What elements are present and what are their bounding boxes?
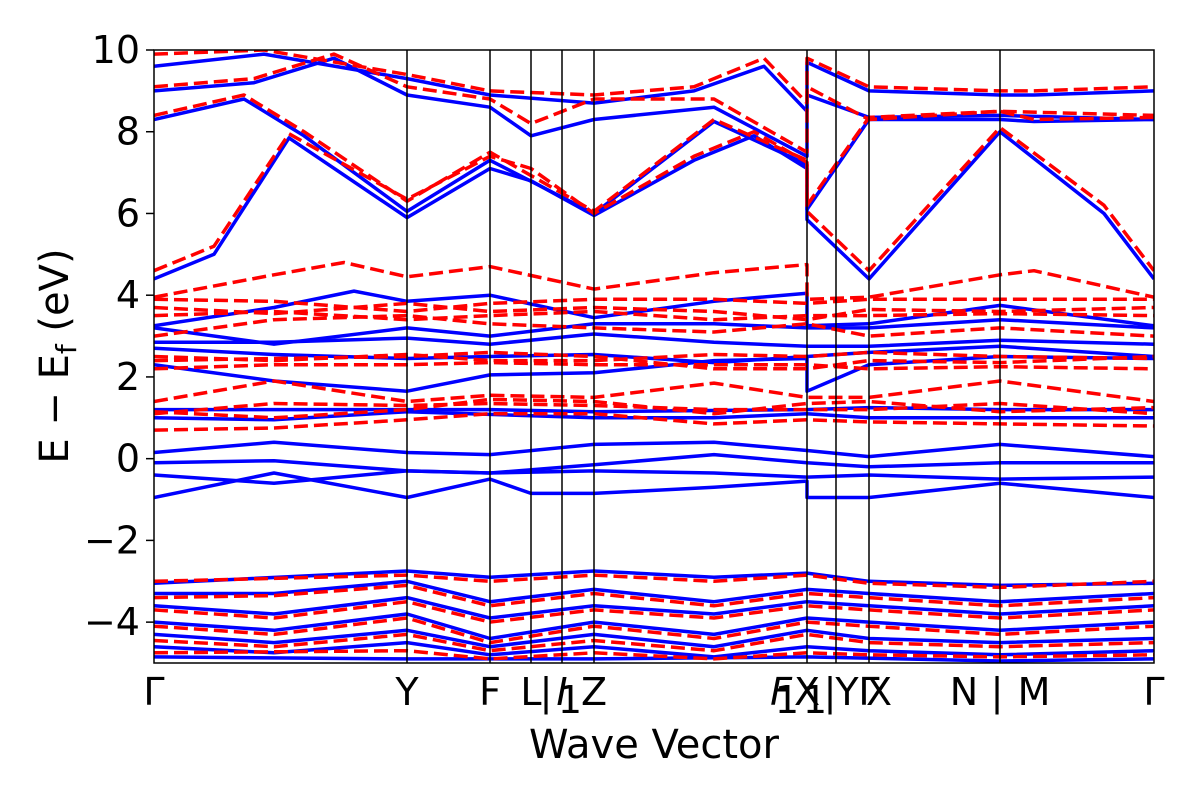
solid-band-18 — [154, 612, 1154, 641]
y-axis-ticks: −4 −2 0 2 4 6 8 10 — [84, 28, 154, 644]
solid-band-19 — [154, 628, 1154, 649]
solid-band-9 — [154, 317, 1154, 346]
x-tick-label: F — [479, 670, 501, 714]
x-tick-label: Γ — [143, 670, 164, 714]
y-tick-label: 4 — [116, 273, 140, 317]
dashed-band-18 — [154, 599, 1154, 624]
dashed-band-11 — [154, 260, 1154, 302]
solid-band-8 — [154, 332, 1154, 349]
x-tick-label: 1 — [803, 678, 827, 722]
dashed-band-10 — [154, 297, 1154, 314]
dashed-band-13 — [154, 93, 1154, 214]
x-axis-label: Wave Vector — [529, 722, 780, 768]
dashed-band-0 — [154, 411, 1154, 432]
dashed-band-21 — [154, 648, 1154, 661]
x-tick-label: | — [540, 670, 553, 715]
x-tick-label: Γ — [1143, 670, 1164, 714]
y-tick-label: 6 — [116, 191, 140, 235]
dashed-band-7 — [154, 313, 1154, 338]
dashed-band-16 — [154, 573, 1154, 590]
x-tick-label: 1 — [775, 678, 799, 722]
y-tick-label: 8 — [116, 110, 140, 154]
x-tick-label: | — [991, 670, 1004, 715]
dashed-band-8 — [154, 309, 1154, 322]
solid-band-2 — [154, 452, 1154, 475]
y-tick-label: 2 — [116, 355, 140, 399]
dashed-band-12 — [154, 125, 1154, 273]
solid-band-15 — [154, 569, 1154, 588]
dashed-band-4 — [154, 360, 1154, 371]
solid-band-3 — [154, 440, 1154, 459]
solid-band-1 — [154, 469, 1154, 485]
y-tick-label: −4 — [84, 600, 140, 644]
x-tick-label: N — [950, 670, 978, 714]
solid-band-20 — [154, 640, 1154, 659]
x-tick-label: Y — [834, 670, 859, 714]
x-tick-label: F — [770, 670, 793, 714]
solid-band-17 — [154, 595, 1154, 620]
dashed-band-6 — [154, 350, 1154, 363]
solid-band-11 — [154, 129, 1154, 281]
solid-band-0 — [154, 471, 1154, 500]
x-tick-label: 1 — [558, 678, 582, 722]
dashed-band-17 — [154, 583, 1154, 608]
dashed-band-3 — [154, 379, 1154, 404]
dashed-band-19 — [154, 616, 1154, 645]
plot-frame — [153, 49, 1155, 664]
dashed-band-20 — [154, 632, 1154, 653]
y-tick-label: −2 — [84, 518, 140, 562]
x-tick-label: Γ — [858, 670, 879, 714]
x-tick-label: L — [520, 670, 541, 714]
x-tick-label: X — [866, 670, 892, 714]
x-tick-label: I — [556, 670, 567, 714]
x-tick-label: Z — [581, 670, 607, 714]
y-tick-label: 10 — [92, 28, 140, 72]
x-tick-label: | — [824, 670, 837, 715]
dashed-band-2 — [154, 397, 1154, 420]
y-axis-label: E − Ef (eV) — [32, 248, 83, 463]
dashed-band-9 — [154, 301, 1154, 322]
x-tick-label: Y — [394, 670, 419, 714]
x-tick-label: M — [1018, 670, 1051, 714]
bands-layer — [154, 50, 1154, 663]
solid-band-13 — [154, 56, 1154, 159]
solid-band-5 — [154, 409, 1154, 422]
high-symmetry-lines — [406, 50, 1001, 663]
y-tick-label: 0 — [116, 437, 140, 481]
solid-band-16 — [154, 579, 1154, 604]
x-tick-label: X — [794, 670, 820, 714]
